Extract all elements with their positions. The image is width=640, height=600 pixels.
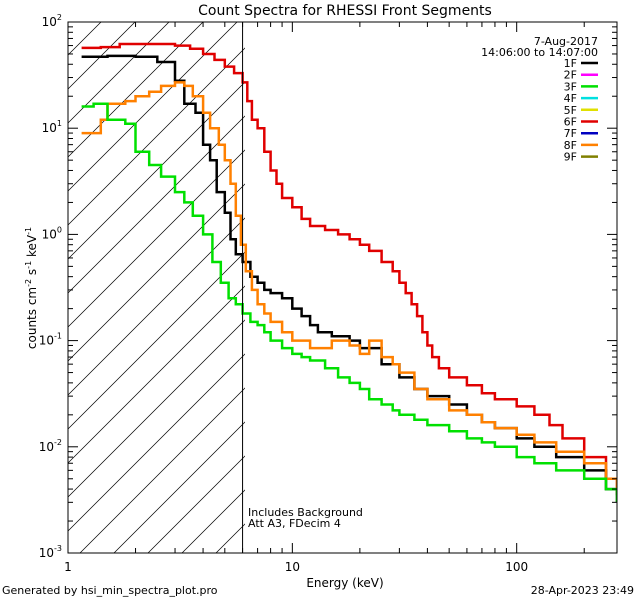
- hatch-line: [318, 22, 640, 553]
- hatch-line: [522, 22, 640, 553]
- legend-label-1f: 1F: [564, 57, 577, 70]
- hatch-line: [284, 22, 640, 553]
- hatch-line: [147, 455, 245, 553]
- y-tick-label: 10-2: [39, 438, 62, 454]
- legend-label-6f: 6F: [564, 116, 577, 129]
- hatch-line: [454, 22, 640, 553]
- axis-ticks: [67, 21, 617, 554]
- y-tick-label: 10-3: [39, 544, 62, 560]
- legend-label-9f: 9F: [564, 151, 577, 164]
- y-tick-label: 10-1: [39, 332, 62, 348]
- series-line-3f: [81, 102, 617, 503]
- series-line-1f: [81, 54, 617, 503]
- chart-title: Count Spectra for RHESSI Front Segments: [198, 3, 492, 19]
- hatch-line: [624, 22, 640, 553]
- hatch-line: [250, 22, 640, 553]
- series-line-6f: [81, 42, 617, 496]
- hatch-line: [68, 319, 245, 498]
- hatch-line: [68, 81, 245, 260]
- footer-generated-by: Generated by hsi_min_spectra_plot.pro: [2, 584, 218, 597]
- y-tick-labels: 102 101 100 10-1 10-2 10-3: [39, 13, 62, 560]
- y-tick-label: 100: [42, 225, 62, 241]
- hatch-line: [68, 22, 204, 158]
- hatch-line: [68, 47, 245, 226]
- hatch-line: [68, 149, 245, 328]
- hatch-line: [386, 22, 640, 553]
- legend-label-5f: 5F: [564, 104, 577, 117]
- hatch-line: [68, 22, 238, 192]
- hatch-line: [79, 387, 245, 553]
- x-tick-labels: 1 10 100: [64, 560, 528, 574]
- time-range-label: 14:06:00 to 14:07:00: [481, 46, 598, 59]
- y-tick-label: 101: [42, 119, 62, 135]
- hatch-line: [68, 285, 245, 464]
- legend-label-7f: 7F: [564, 127, 577, 140]
- series-layer: [81, 42, 617, 503]
- y-axis-label: counts cm-2 s-1 keV-1: [24, 227, 39, 349]
- hatch-line: [68, 115, 245, 294]
- y-tick-label: 102: [42, 13, 62, 29]
- hatch-line: [68, 22, 170, 124]
- x-tick-label: 1: [64, 560, 72, 574]
- hatch-line: [590, 22, 640, 553]
- series-line-8f: [81, 81, 617, 490]
- hatched-region: [68, 22, 640, 553]
- hatch-line: [68, 22, 102, 56]
- annotation-background: Includes Background: [248, 506, 363, 519]
- hatch-line: [352, 22, 640, 553]
- legend-label-4f: 4F: [564, 92, 577, 105]
- x-tick-label: 10: [285, 560, 300, 574]
- x-tick-label: 100: [505, 560, 528, 574]
- hatch-line: [68, 251, 245, 430]
- hatch-line: [68, 217, 245, 396]
- annotation-attenuator: Att A3, FDecim 4: [248, 517, 341, 530]
- date-label: 7-Aug-2017: [534, 35, 598, 48]
- hatch-line: [68, 183, 245, 362]
- hatch-line: [113, 421, 245, 553]
- legend-label-8f: 8F: [564, 139, 577, 152]
- hatch-line: [68, 353, 245, 532]
- footer-timestamp: 28-Apr-2023 23:49: [531, 584, 634, 597]
- legend-label-2f: 2F: [564, 69, 577, 82]
- plot-frame: [67, 21, 618, 554]
- x-axis-label: Energy (keV): [306, 576, 383, 590]
- legend-label-3f: 3F: [564, 80, 577, 93]
